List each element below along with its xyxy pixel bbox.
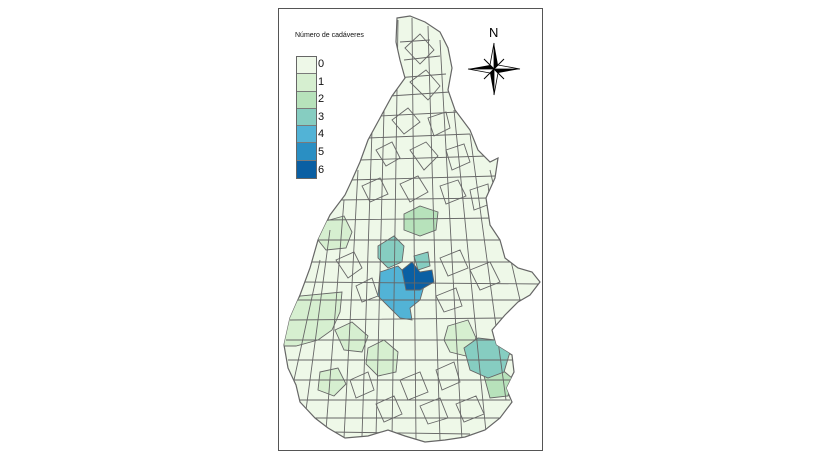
legend-label-6: 6	[318, 163, 325, 176]
municipality-borders	[284, 17, 540, 441]
legend-swatch-3	[297, 108, 316, 127]
legend-label-4: 4	[318, 128, 325, 141]
legend-label-3: 3	[318, 110, 325, 123]
legend-label-0: 0	[318, 58, 325, 70]
legend-swatch-1	[297, 74, 316, 92]
legend-swatch-4	[297, 126, 316, 144]
municipality-class-1	[317, 215, 353, 251]
legend-label-2: 2	[318, 93, 325, 106]
legend-color-bar	[296, 56, 317, 180]
legend-label-5: 5	[318, 145, 325, 158]
legend-swatch-0	[297, 57, 316, 75]
municipality-class-2	[403, 205, 439, 237]
legend-swatch-5	[297, 143, 316, 161]
legend-labels: 0 1 2 3 4 5 6	[318, 57, 324, 180]
municipality-class-1	[317, 367, 347, 397]
legend-label-1: 1	[318, 75, 325, 88]
municipality-class-3	[463, 337, 511, 379]
legend-swatch-6	[297, 160, 316, 179]
north-arrow-icon	[467, 42, 521, 96]
legend-swatch-2	[297, 91, 316, 109]
north-label: N	[489, 25, 499, 40]
municipality-class-3	[413, 251, 431, 271]
municipality-class-1	[284, 291, 343, 347]
legend-title: Número de cadáveres	[295, 32, 364, 39]
